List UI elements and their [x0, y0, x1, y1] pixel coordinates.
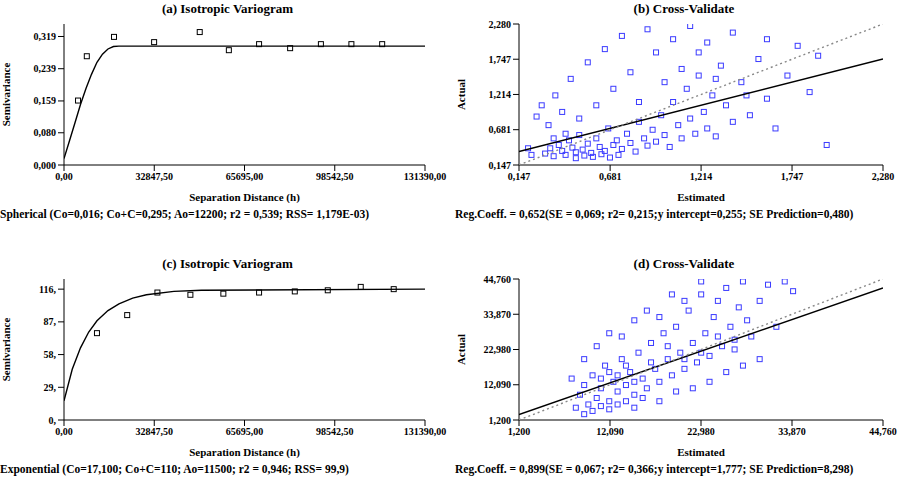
svg-text:0,239: 0,239 — [34, 63, 57, 74]
svg-text:0,080: 0,080 — [34, 127, 57, 138]
svg-text:Separation Distance (h): Separation Distance (h) — [189, 191, 300, 203]
svg-text:98542,50: 98542,50 — [316, 426, 354, 437]
html-text:(d) Cross-Validate: (d) Cross-Validate — [633, 256, 735, 271]
svg-text:44,760: 44,760 — [869, 426, 897, 437]
svg-text:87,: 87, — [44, 316, 57, 327]
svg-text:98542,50: 98542,50 — [316, 171, 354, 182]
svg-text:0,681: 0,681 — [489, 124, 512, 135]
svg-text:0,147: 0,147 — [489, 160, 512, 171]
html-text:(b) Cross-Validate: (b) Cross-Validate — [633, 1, 735, 16]
svg-text:65695,00: 65695,00 — [226, 426, 264, 437]
svg-text:Actual: Actual — [455, 334, 467, 365]
svg-text:Estimated: Estimated — [677, 191, 725, 203]
svg-text:44,760: 44,760 — [484, 274, 512, 285]
svg-text:1,200: 1,200 — [489, 415, 512, 426]
svg-text:65695,00: 65695,00 — [226, 171, 264, 182]
html-text:Reg.Coeff. = 0,899(SE = 0,067;: Reg.Coeff. = 0,899(SE = 0,067; r2= 0,366… — [455, 463, 854, 475]
html-text:Spherical (Co=0,016; Co+C=0,29: Spherical (Co=0,016; Co+C=0,295; Ao=1220… — [0, 208, 369, 220]
svg-text:1,214: 1,214 — [690, 171, 713, 182]
svg-text:Semivariance: Semivariance — [8, 63, 12, 127]
svg-text:1,747: 1,747 — [489, 54, 512, 65]
svg-text:131390,00: 131390,00 — [404, 426, 447, 437]
svg-text:0,00: 0,00 — [55, 171, 73, 182]
svg-text:0,319: 0,319 — [34, 31, 57, 42]
svg-text:12,090: 12,090 — [484, 379, 512, 390]
svg-text:1,200: 1,200 — [508, 426, 531, 437]
svg-text:0,681: 0,681 — [599, 171, 622, 182]
svg-text:1,214: 1,214 — [489, 89, 512, 100]
svg-text:Actual: Actual — [455, 79, 467, 110]
svg-text:29,: 29, — [44, 382, 57, 393]
html-text:(c) Isotropic Variogram: (c) Isotropic Variogram — [162, 256, 293, 271]
svg-text:33,870: 33,870 — [484, 309, 512, 320]
svg-text:0,000: 0,000 — [34, 160, 57, 171]
svg-text:116,: 116, — [39, 284, 56, 295]
html-text:(a) Isotropic Variogram: (a) Isotropic Variogram — [161, 1, 294, 16]
svg-text:33,870: 33,870 — [778, 426, 806, 437]
svg-text:12,090: 12,090 — [596, 426, 624, 437]
svg-text:22,980: 22,980 — [687, 426, 715, 437]
svg-text:2,280: 2,280 — [872, 171, 895, 182]
svg-text:0,00: 0,00 — [55, 426, 73, 437]
svg-text:0,159: 0,159 — [34, 95, 57, 106]
svg-text:58,: 58, — [44, 349, 57, 360]
svg-text:32847,50: 32847,50 — [136, 426, 174, 437]
html-text:Reg.Coeff. = 0,652(SE = 0,069;: Reg.Coeff. = 0,652(SE = 0,069; r2= 0,215… — [455, 208, 854, 220]
svg-text:131390,00: 131390,00 — [404, 171, 447, 182]
svg-text:Estimated: Estimated — [677, 446, 725, 458]
svg-text:Semivariance: Semivariance — [8, 318, 12, 382]
svg-text:22,980: 22,980 — [484, 344, 512, 355]
svg-text:32847,50: 32847,50 — [136, 171, 174, 182]
html-text:Exponential (Co=17,100; Co+C=1: Exponential (Co=17,100; Co+C=110; Ao=115… — [0, 463, 349, 475]
svg-text:2,280: 2,280 — [489, 19, 512, 30]
svg-text:0,147: 0,147 — [508, 171, 531, 182]
svg-text:Separation Distance (h): Separation Distance (h) — [189, 446, 300, 458]
svg-text:1,747: 1,747 — [781, 171, 804, 182]
svg-text:0,: 0, — [49, 415, 57, 426]
